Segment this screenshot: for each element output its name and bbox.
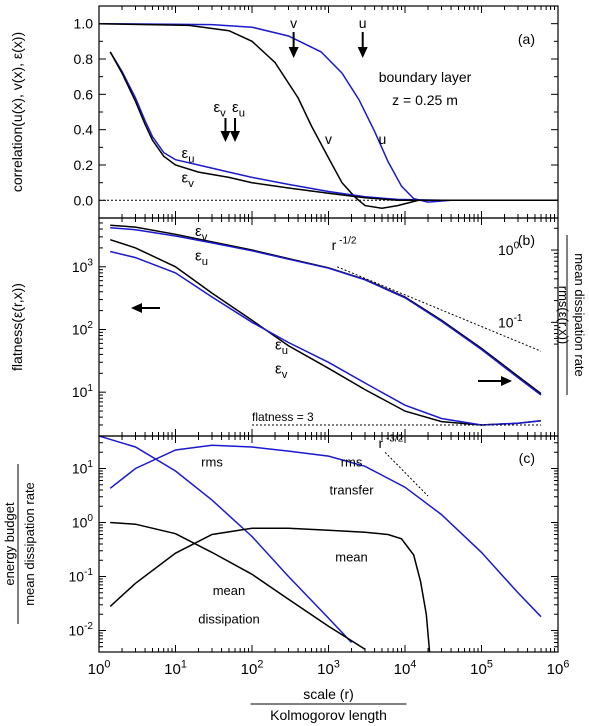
panel-c-series-mean-transfer — [109, 527, 431, 652]
panel-c-curve-label-2: transfer — [329, 483, 374, 498]
panel-b-y-tick-label: 102 — [72, 320, 94, 337]
arrow-eps-v-head — [220, 131, 231, 142]
panel-c-curve-label-4: mean — [213, 583, 246, 598]
panel-a-y-tick-label: 0.2 — [74, 157, 94, 173]
panel-b-power-law-label: r -1/2 — [332, 236, 357, 253]
panel-a-annotation: z = 0.25 m — [392, 92, 458, 108]
panel-a-y-tick-label: 0.8 — [74, 51, 94, 67]
panel-b-series-slope--1/2 — [337, 266, 542, 352]
arrow-label-eps-u: εu — [232, 99, 245, 120]
panel-b-series-flatness-εu — [110, 250, 542, 426]
panel-b-series-rms-εv — [110, 224, 542, 395]
panel-c-y-tick-label: 10-1 — [68, 567, 93, 584]
panel-c-power-law-label: r -3/2 — [378, 434, 403, 451]
panel-c-curve-label-0: rms — [201, 454, 223, 469]
panel-b-y-tick-label: 101 — [72, 383, 94, 400]
panel-c-curve-label-5: dissipation — [198, 611, 259, 626]
panel-a-curve-label-0: v — [325, 131, 332, 147]
panel-c-y-axis-numerator: energy budget — [2, 502, 17, 586]
x-tick-label: 105 — [470, 658, 493, 678]
panel-c-series-rms-dissipation — [99, 436, 353, 644]
x-axis-denominator: Kolmogorov length — [270, 707, 387, 723]
panel-a-y-tick-label: 0.0 — [74, 192, 94, 208]
arrow-label-u: u — [359, 15, 367, 31]
panel-a-y-tick-label: 0.6 — [74, 86, 94, 102]
panel-frame-c — [98, 435, 559, 653]
panel-b-curve-label-3: εv — [275, 360, 288, 381]
panel-a-curve-label-2: εu — [182, 145, 195, 166]
panel-b-curve-label-0: εv — [195, 223, 208, 244]
panel-a-series-u — [98, 22, 558, 203]
panel-c-y-tick-label: 101 — [72, 459, 94, 476]
arrow-right-axis-head — [501, 376, 512, 386]
panel-c-series-mean-dissipation — [110, 521, 366, 650]
panel-c-series-slope--3/2 — [384, 451, 429, 497]
panel-c-y-tick-label: 100 — [72, 513, 94, 530]
panel-a-y-tick-label: 0.4 — [74, 122, 94, 138]
panel-c-curve-label-3: mean — [335, 549, 368, 564]
panel-b-curve-label-1: εu — [195, 248, 208, 269]
panel-b-label: (b) — [518, 232, 535, 248]
arrow-u-head — [357, 47, 368, 58]
panel-c-series-rms-transfer — [109, 444, 542, 618]
panel-b-y-tick-label: 103 — [72, 257, 94, 274]
panel-c-y-axis-denominator: mean dissipation rate — [22, 482, 37, 606]
panel-a-curve-label-1: u — [378, 131, 386, 147]
arrow-v-head — [288, 47, 299, 58]
x-tick-label: 101 — [164, 658, 187, 678]
panel-a-series-εv — [109, 51, 558, 202]
panel-b-right-axis-denominator: mean dissipation rate — [572, 253, 587, 377]
x-tick-label: 100 — [88, 658, 111, 678]
panel-c-curve-label-1: rms — [341, 454, 363, 469]
x-tick-label: 102 — [241, 658, 264, 678]
panel-a-label: (a) — [518, 31, 535, 47]
panel-b-flatness-note: flatness = 3 — [252, 410, 314, 424]
panel-a-annotation: boundary layer — [379, 69, 472, 85]
panel-a-curve-label-3: εv — [182, 170, 195, 191]
arrow-label-eps-v: εv — [213, 99, 226, 120]
panel-b-series-rms-εu — [110, 226, 542, 396]
x-tick-label: 103 — [317, 658, 340, 678]
panel-c-plot-area — [99, 436, 542, 652]
panel-b-right-y-tick-label: 100 — [498, 241, 520, 258]
panel-frame-a — [98, 5, 559, 219]
arrow-eps-u-head — [230, 131, 241, 142]
panel-a-series-v — [98, 22, 558, 210]
arrow-label-v: v — [290, 15, 297, 31]
panel-b-curve-label-2: εu — [275, 336, 288, 357]
x-tick-label: 104 — [394, 658, 417, 678]
x-tick-label: 106 — [547, 658, 570, 678]
panel-b-y-axis-label: flatness(ε(r,x)) — [9, 283, 25, 371]
panel-a-series-εu — [109, 51, 558, 202]
panel-c-label: (c) — [519, 450, 535, 466]
panel-b-right-y-tick-label: 10-1 — [498, 313, 523, 330]
arrow-left-axis-head — [131, 303, 142, 313]
x-axis-numerator: scale (r) — [303, 686, 354, 702]
panel-a-y-axis-label: correlation(u(x), v(x), ε(x)) — [9, 32, 25, 192]
panel-c-y-tick-label: 10-2 — [68, 621, 93, 638]
panel-frame-b — [98, 217, 559, 437]
panel-a-y-tick-label: 1.0 — [74, 16, 94, 32]
